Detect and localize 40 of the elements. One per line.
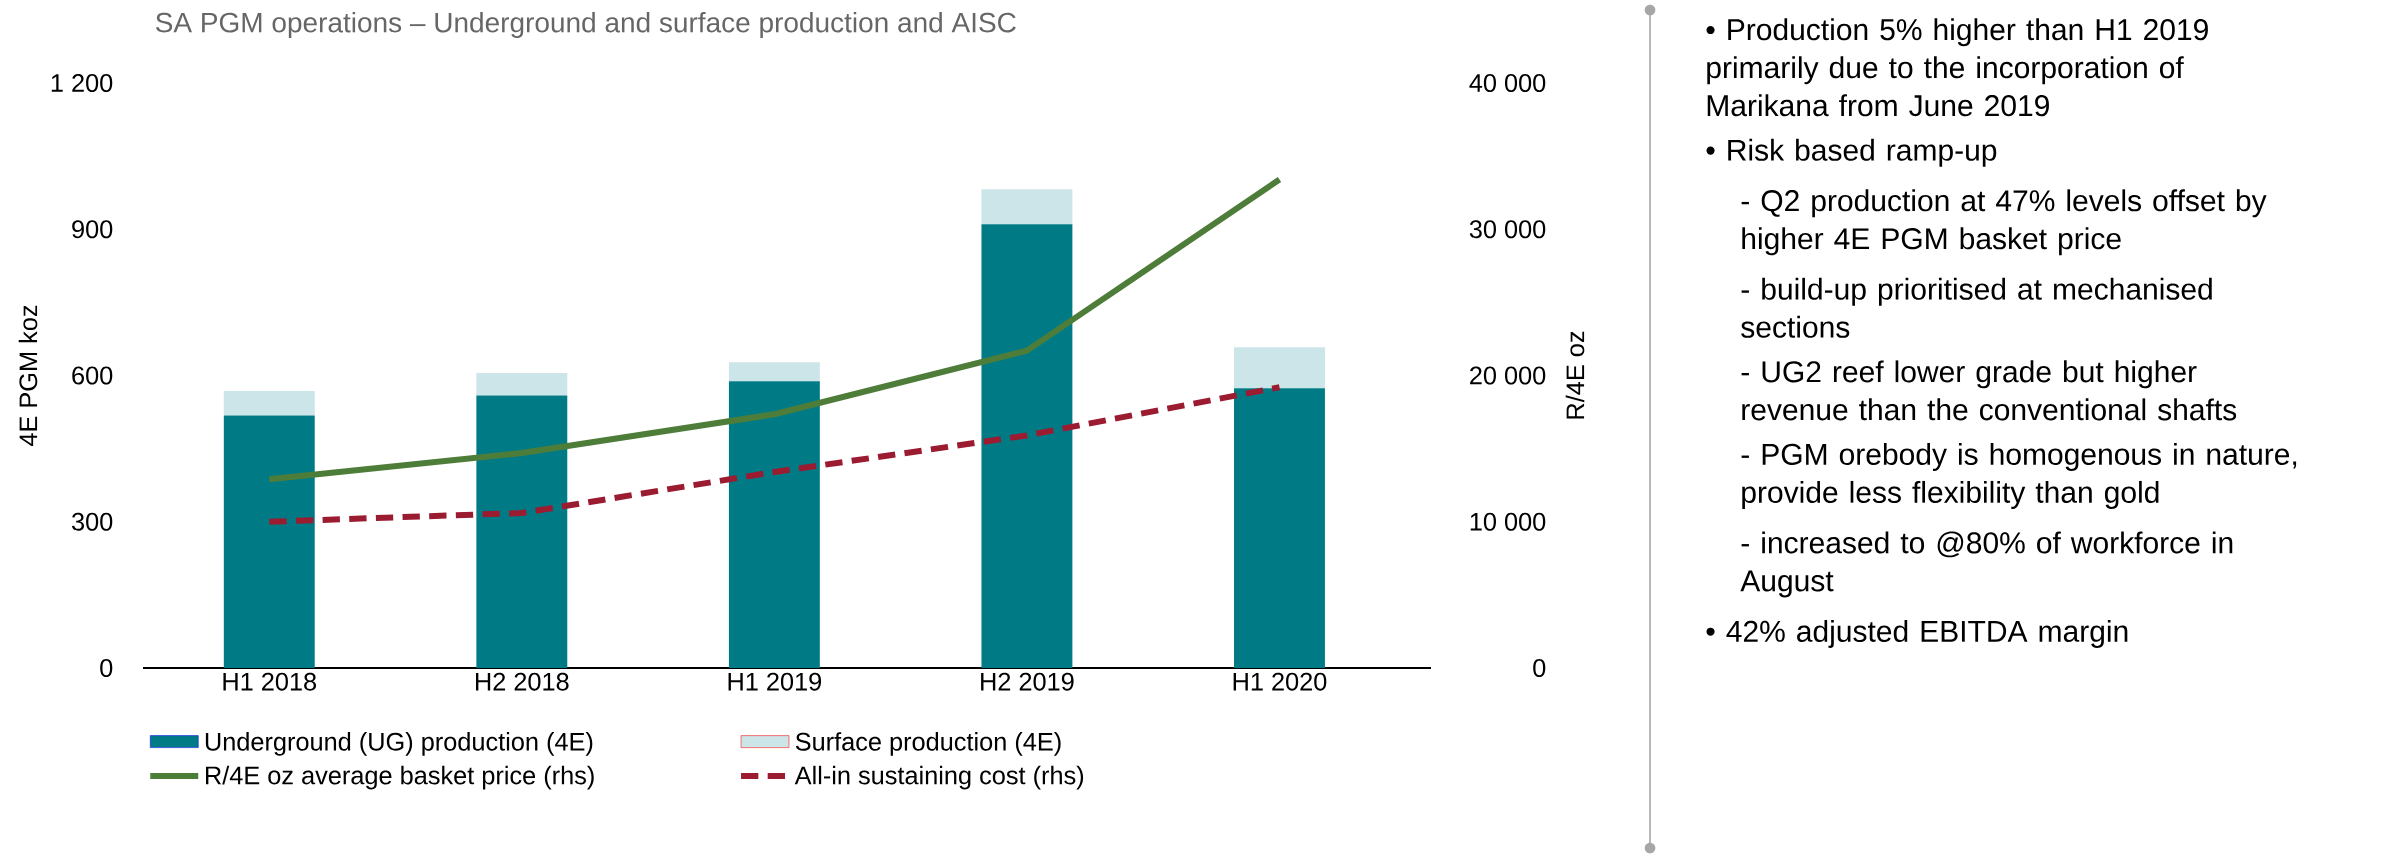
bar [981,224,1073,668]
bar [728,362,820,382]
legend-label: R/4E oz average basket price (rhs) [206,765,594,790]
x-tick-label: H1 2020 [1233,672,1327,691]
x-tick-label: H2 2019 [981,672,1074,691]
y-tick-label: 300 [71,512,113,531]
y2-tick-label: 20 000 [1470,366,1546,385]
text: - Q2 production at 47% levels offset by higher 4E PGM basket price [1741,189,2267,256]
legend-label: Surface production (4E) [795,732,1061,756]
y2-tick-label: 40 000 [1469,74,1546,92]
y2-axis-title: R/4E oz [1565,331,1585,419]
text: • Production 5% higher than H1 2019 primarily due to the incorporation of Marikana from June 2019 [1706,18,2208,117]
y2-tick-label: 30 000 [1469,220,1546,239]
bar [728,381,820,668]
bar [1234,388,1325,668]
text: - increased to @80% of workforce in August [1740,531,2233,598]
y2-tick-label: 10 000 [1470,512,1546,531]
y-tick-label: 1 200 [51,74,113,92]
y2-tick-label: 0 [1533,659,1546,677]
text: - UG2 reef lower grade but higher revenue than the conventional shafts [1741,360,2237,421]
text: • 42% adjusted EBITDA margin [1706,619,2128,648]
x-tick-label: H2 2018 [476,672,569,691]
bar [1234,347,1325,389]
y-tick-label: 600 [72,366,113,385]
text: - PGM orebody is homogenous in nature, provide less flexibility than gold [1741,442,2297,509]
y-axis-title: 4E PGM koz [18,305,38,447]
text: • Risk based ramp-up [1706,138,1997,167]
text: - build-up prioritised at mechanised sections [1741,277,2212,338]
x-tick-label: H1 2019 [728,672,822,691]
bar [476,373,568,396]
y-tick-label: 900 [72,220,113,239]
bar [223,391,315,416]
bar [981,189,1073,225]
x-tick-label: H1 2018 [223,672,317,691]
y-tick-label: 0 [100,659,113,677]
legend-label: All-in sustaining cost (rhs) [794,765,1084,790]
chart-title: SA PGM operations – Underground and surface production and AISC [155,11,1016,39]
bar [223,415,315,668]
legend-label: Underground (UG) production (4E) [205,732,593,756]
bar [476,395,568,668]
